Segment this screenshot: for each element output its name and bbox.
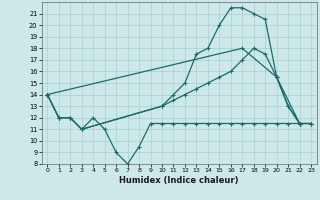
X-axis label: Humidex (Indice chaleur): Humidex (Indice chaleur) xyxy=(119,176,239,185)
